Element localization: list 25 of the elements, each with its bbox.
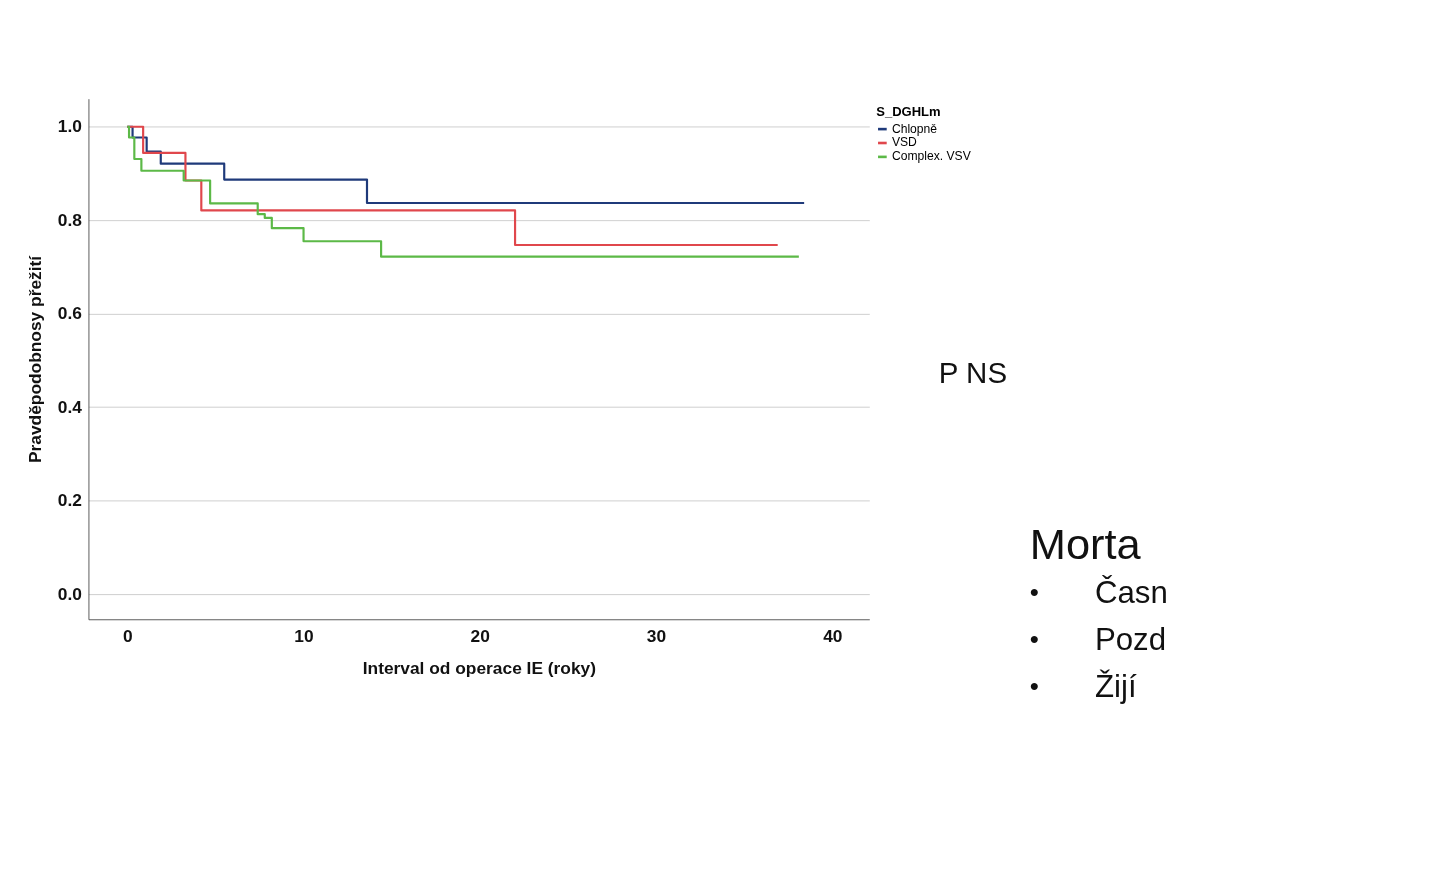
legend-title: S_DGHLm (876, 104, 941, 120)
y-tick-label: 0.6 (57, 303, 83, 324)
x-tick-label: 0 (122, 626, 133, 647)
x-tick-label: 40 (823, 626, 843, 647)
legend-label: Complex. VSV (891, 149, 972, 164)
x-tick-label: 30 (646, 626, 667, 647)
y-tick-label: 0.2 (57, 490, 82, 511)
y-tick-label: 0.0 (57, 583, 82, 604)
text: Žijí (1094, 668, 1137, 704)
text: • (1029, 670, 1039, 701)
text: • (1029, 577, 1039, 608)
y-tick-label: 0.4 (57, 396, 83, 417)
text: • (1029, 623, 1039, 654)
x-tick-label: 10 (294, 626, 314, 647)
text: Pozd (1094, 621, 1167, 657)
x-tick-label: 20 (470, 626, 490, 647)
y-tick-label: 1.0 (57, 116, 82, 137)
y-tick-label: 0.8 (57, 209, 83, 230)
x-axis-title: Interval od operace IE (roky) (362, 657, 596, 678)
y-axis-title: Pravděpodobnosy přežití (24, 254, 45, 464)
text: Časn (1094, 574, 1168, 610)
legend-label: VSD (891, 135, 918, 150)
legend-label: Chlopně (891, 121, 938, 136)
text: P NS (938, 356, 1008, 390)
text: Morta (1029, 520, 1142, 569)
